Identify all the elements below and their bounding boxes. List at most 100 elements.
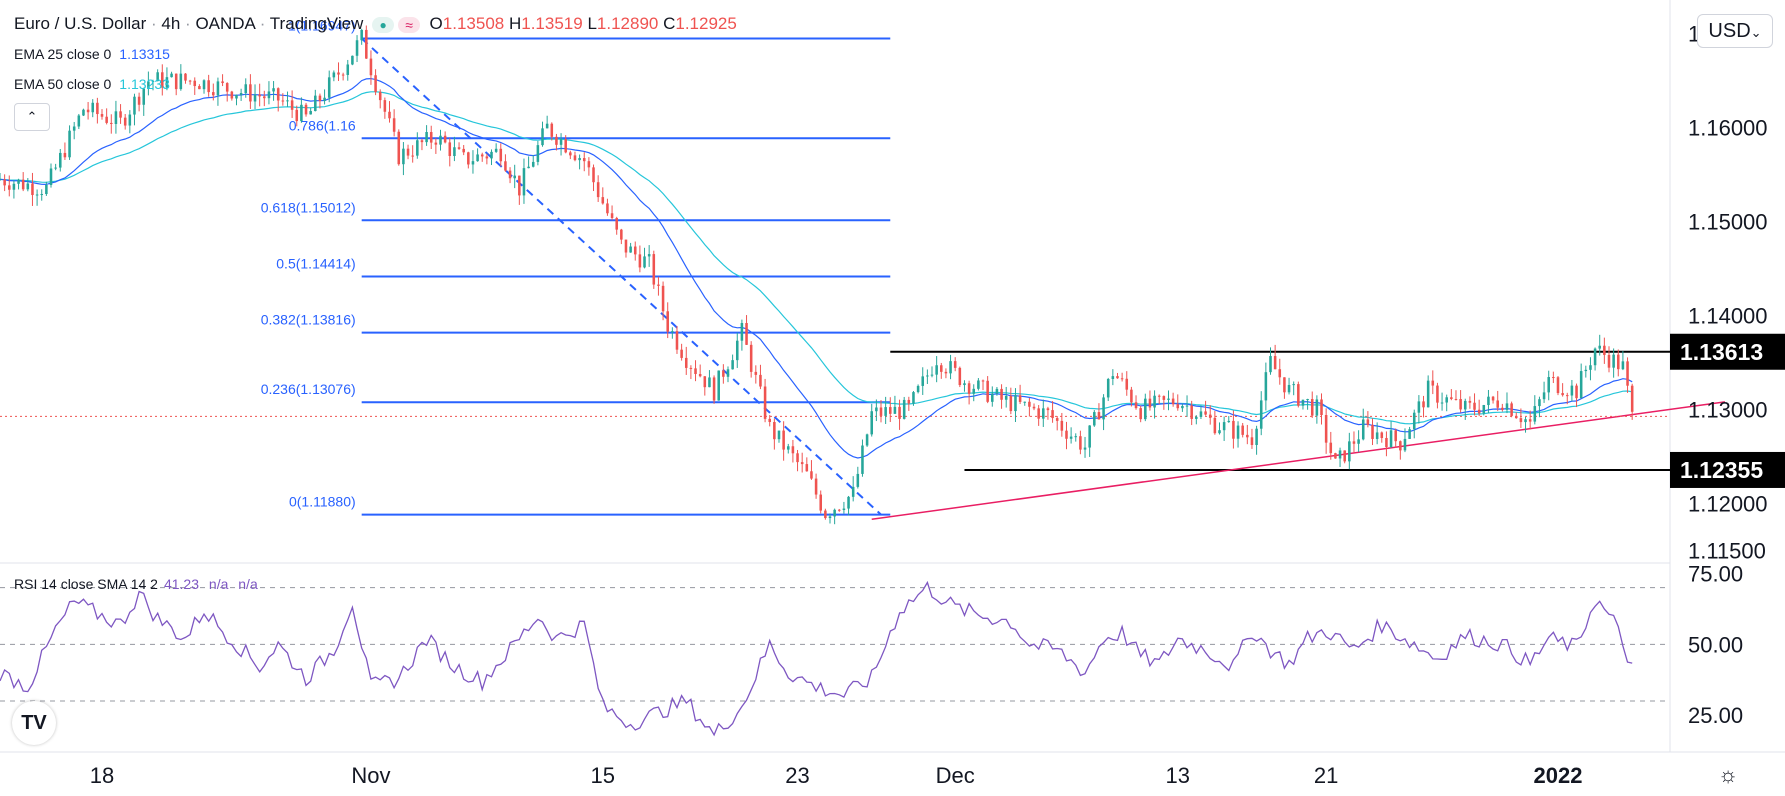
candle-body (429, 132, 433, 143)
candle-body (879, 407, 883, 416)
candle-body (304, 104, 308, 115)
candle-body (1505, 403, 1509, 410)
candle-body (110, 122, 113, 124)
candle-body (1269, 356, 1272, 373)
tradingview-logo[interactable]: TV (12, 701, 56, 745)
candle-body (1565, 395, 1569, 397)
candle-body (805, 464, 809, 472)
candle-body (392, 118, 396, 132)
candle-body (1009, 395, 1013, 412)
candle-body (633, 246, 637, 255)
candle-body (995, 388, 999, 394)
candle-body (1283, 377, 1286, 393)
candle-body (1603, 345, 1606, 355)
candle-body (1028, 401, 1031, 407)
candle-body (972, 388, 976, 394)
candle-body (587, 161, 591, 168)
candle-body (1487, 396, 1490, 406)
candle-body (717, 370, 720, 401)
candle-body (661, 285, 665, 312)
candle-body (133, 96, 136, 115)
candle-body (1241, 425, 1244, 435)
candle-body (1324, 415, 1328, 443)
candle-body (68, 130, 71, 158)
candle-body (675, 331, 679, 350)
candle-body (1065, 430, 1068, 439)
candle-body (1153, 395, 1156, 408)
candle-body (309, 111, 312, 115)
candle-body (559, 139, 563, 145)
candle-body (796, 453, 799, 463)
candle-body (615, 217, 618, 230)
candle-body (861, 445, 864, 474)
candle-body (82, 109, 85, 116)
candle-body (949, 361, 952, 374)
candle-body (513, 175, 516, 179)
currency-select[interactable]: USD⌄ (1697, 14, 1773, 48)
candle-body (786, 446, 790, 450)
fib-level-label: 0.618(1.15012) (261, 199, 356, 215)
candle-body (1375, 432, 1379, 439)
candle-body (3, 179, 6, 186)
ema50-legend[interactable]: EMA 50 close 0 1.13233 (14, 76, 170, 92)
candle-body (708, 377, 711, 388)
ema25-label: EMA 25 close 0 (14, 46, 112, 62)
candle-body (295, 109, 299, 122)
candle-body (573, 155, 577, 161)
candle-body (369, 58, 373, 76)
open-value: 1.13508 (442, 14, 505, 33)
candle-body (128, 114, 132, 126)
candle-body (161, 72, 164, 88)
candle-body (17, 179, 20, 184)
candle-body (388, 111, 391, 119)
candle-body (735, 340, 739, 361)
candle-body (188, 80, 192, 82)
rsi-tick-label: 50.00 (1688, 632, 1743, 657)
candle-body (578, 158, 581, 161)
candle-body (731, 360, 734, 370)
candle-body (759, 374, 762, 387)
candle-body (1547, 377, 1550, 393)
compare-wave-icon[interactable]: ≈ (398, 16, 421, 33)
candle-body (1528, 419, 1532, 422)
candle-body (1552, 377, 1555, 379)
candle-body (865, 434, 869, 446)
candle-body (550, 123, 554, 137)
candle-body (1389, 430, 1393, 448)
candle-body (1246, 434, 1249, 438)
market-open-icon[interactable]: ● (372, 16, 395, 33)
candle-body (448, 142, 452, 157)
candle-body (940, 365, 943, 372)
candle-body (1496, 400, 1499, 408)
collapse-legend-button[interactable]: ⌃ (14, 103, 50, 131)
rsi-legend[interactable]: RSI 14 close SMA 14 2 41.23 n/a n/a (14, 576, 258, 592)
candle-body (1538, 399, 1541, 407)
candle-body (123, 117, 127, 126)
candle-body (1014, 395, 1017, 412)
candle-body (1519, 418, 1523, 423)
candle-body (156, 72, 159, 82)
candle-body (898, 406, 901, 419)
candle-body (276, 88, 280, 101)
rsi-label: RSI 14 close SMA 14 2 (14, 576, 158, 592)
candle-body (439, 135, 442, 145)
candle-body (434, 142, 438, 145)
ema25-legend[interactable]: EMA 25 close 0 1.13315 (14, 46, 170, 62)
settings-icon[interactable]: ☼ (1718, 762, 1739, 787)
candle-body (907, 399, 911, 404)
rsi-layer (0, 580, 1670, 737)
candle-body (740, 323, 744, 341)
symbol-title[interactable]: Euro / U.S. Dollar (14, 14, 147, 33)
candle-body (545, 123, 549, 129)
candle-body (986, 380, 989, 402)
candle-body (1144, 398, 1147, 420)
time-tick-label: Nov (351, 763, 390, 788)
candle-body (1195, 416, 1198, 419)
rsi-value: 41.23 (163, 576, 200, 592)
candle-body (652, 254, 656, 285)
candle-body (893, 406, 897, 414)
candle-body (1584, 369, 1588, 372)
interval-label[interactable]: 4h (161, 14, 181, 33)
candle-body (1273, 356, 1277, 370)
